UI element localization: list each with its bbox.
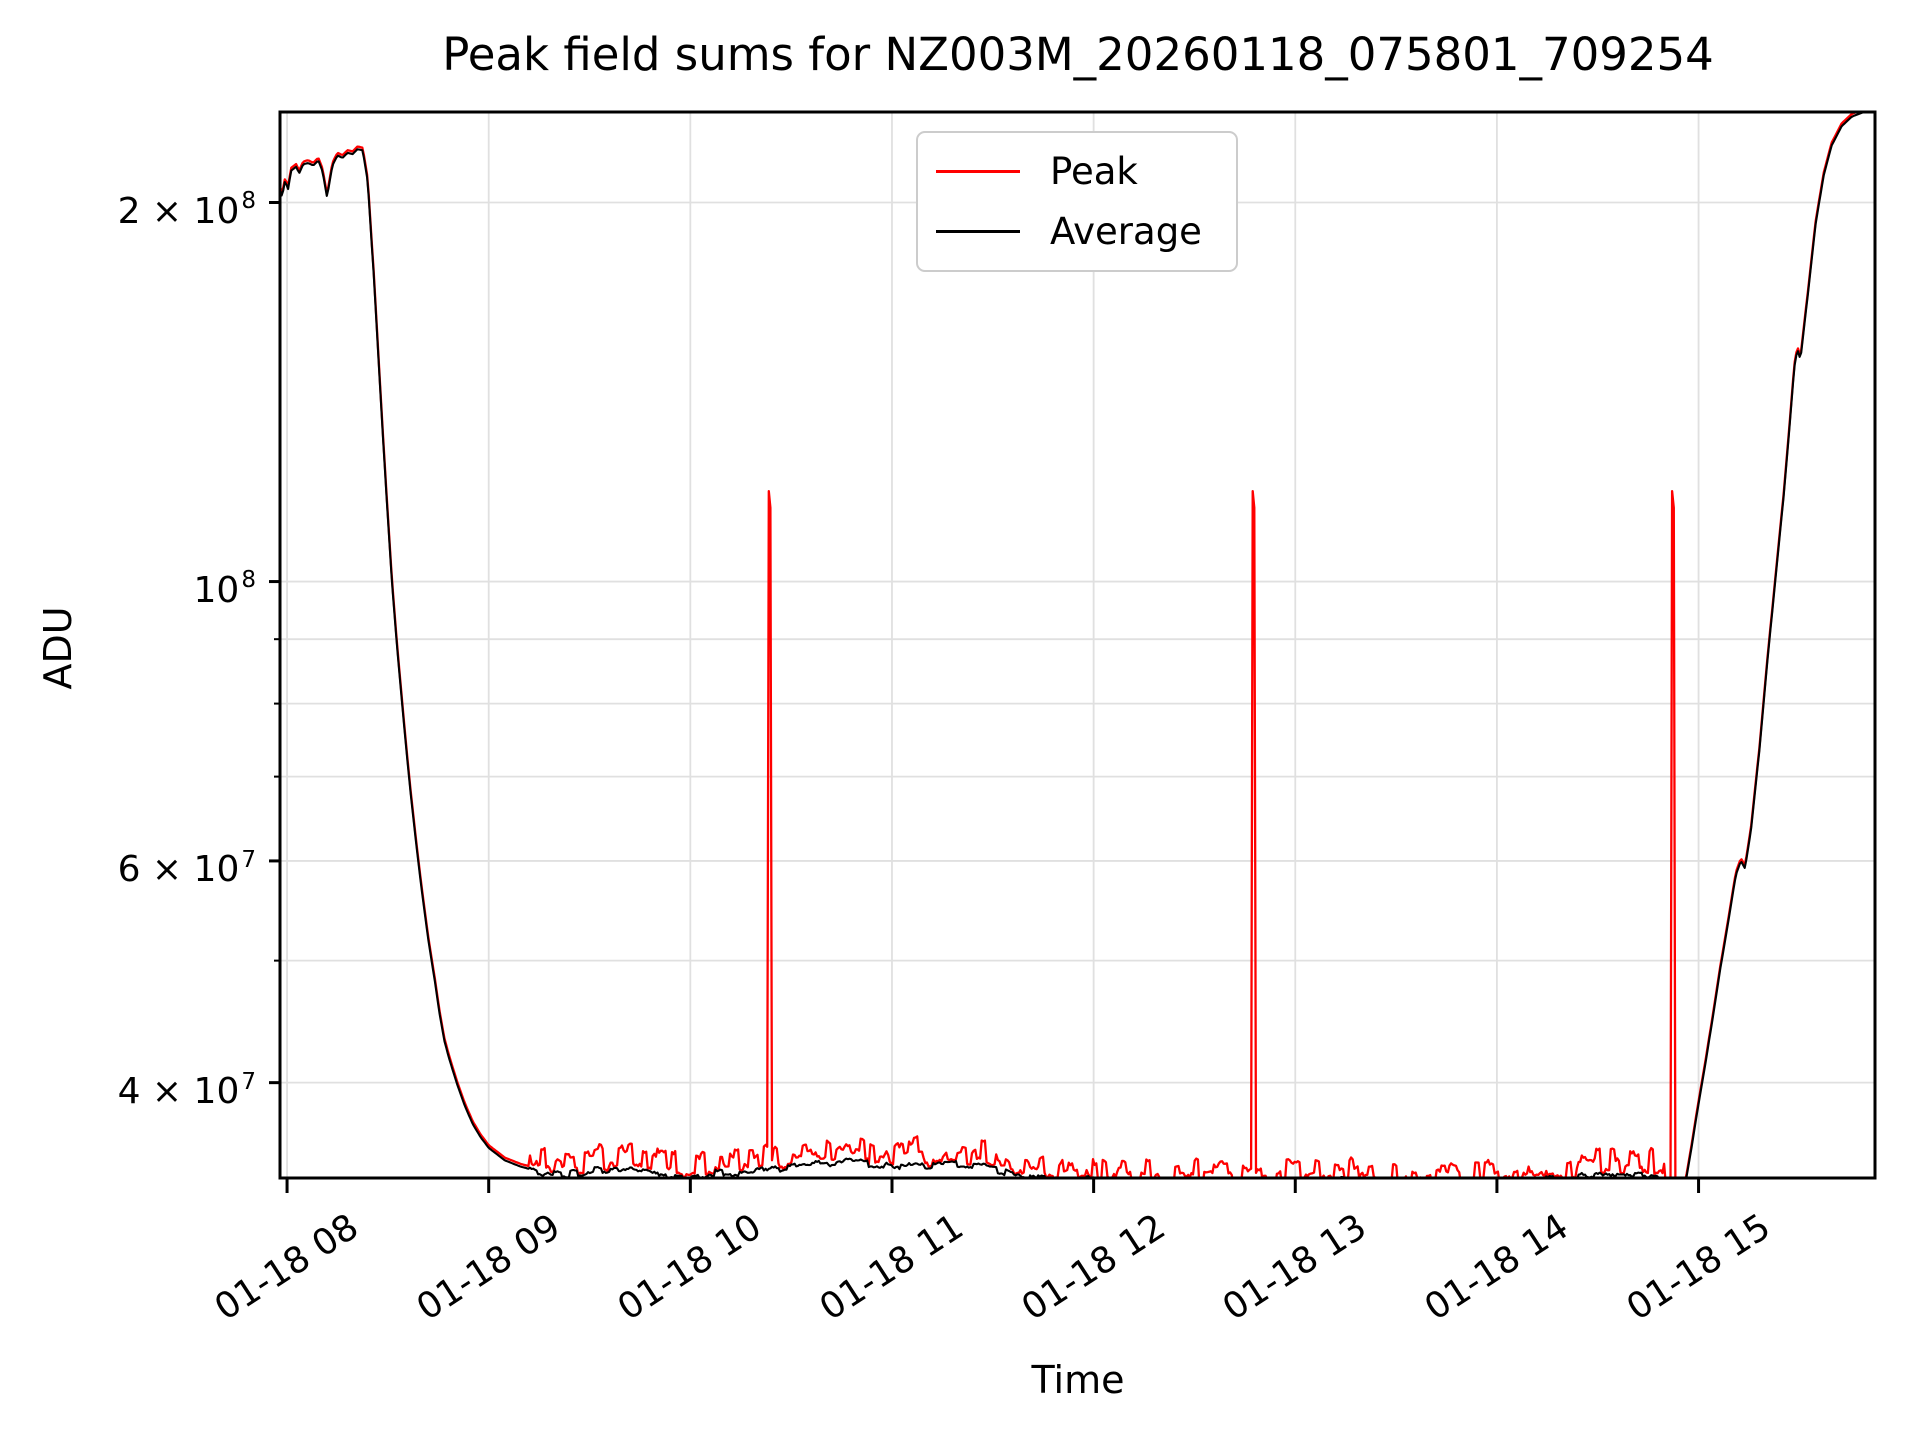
tick-marks xyxy=(269,201,1701,1193)
legend-entry-peak: Peak xyxy=(936,150,1236,193)
y-tick-label: 2 × 108 xyxy=(117,188,256,232)
average-series-line xyxy=(280,112,1867,1178)
peak-line-sample-icon xyxy=(936,170,1020,173)
average-line-sample-icon xyxy=(936,230,1020,233)
legend-entry-average: Average xyxy=(936,210,1236,253)
legend-label-peak: Peak xyxy=(1050,150,1138,193)
y-tick-label: 6 × 107 xyxy=(117,846,256,890)
x-axis-label: Time xyxy=(1031,1358,1125,1402)
y-tick-label: 4 × 107 xyxy=(117,1068,256,1112)
chart-title: Peak field sums for NZ003M_20260118_0758… xyxy=(442,28,1714,81)
legend: Peak Average xyxy=(916,131,1238,272)
gridlines xyxy=(280,112,1875,1178)
peak-series-line xyxy=(280,112,1861,1178)
plot-border xyxy=(278,110,1877,1180)
legend-label-average: Average xyxy=(1050,210,1202,253)
y-tick-label: 108 xyxy=(193,567,256,611)
